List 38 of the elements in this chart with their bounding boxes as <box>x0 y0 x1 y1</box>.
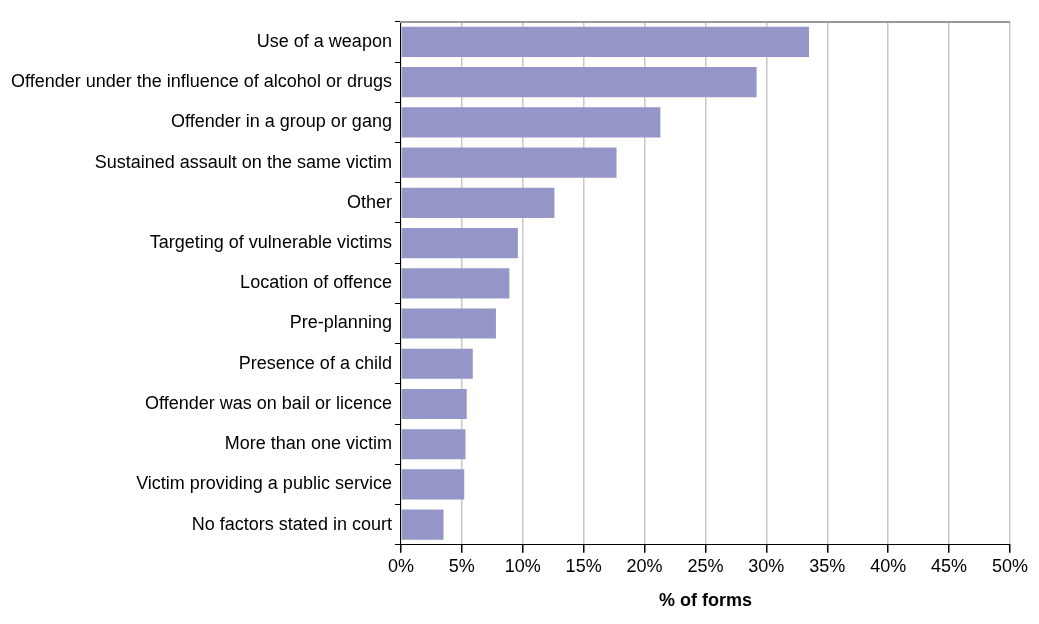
x-tick-label: 15% <box>565 555 602 576</box>
bar <box>401 348 473 379</box>
bar <box>401 227 518 259</box>
bar <box>401 67 757 98</box>
x-tick-label: 45% <box>931 555 968 576</box>
x-tick-label: 0% <box>387 555 414 576</box>
y-tick-label: Other <box>346 191 392 212</box>
x-tick-label: 30% <box>748 555 785 576</box>
bar <box>401 429 466 460</box>
x-tick-label: 10% <box>504 555 541 576</box>
x-tick-label: 25% <box>687 555 724 576</box>
bar <box>401 509 444 540</box>
x-tick-label: 40% <box>870 555 907 576</box>
bar <box>401 187 555 218</box>
bar <box>401 388 467 420</box>
y-tick-label: Presence of a child <box>238 352 392 373</box>
bar <box>401 308 496 339</box>
x-tick-label: 5% <box>448 555 475 576</box>
x-tick-label: 20% <box>626 555 663 576</box>
bar <box>401 469 465 500</box>
y-tick-label: Pre-planning <box>289 312 392 333</box>
y-tick-label: Sustained assault on the same victim <box>94 151 392 172</box>
y-tick-label: Offender in a group or gang <box>171 111 392 132</box>
x-tick-label: 50% <box>991 555 1028 576</box>
y-tick-label: No factors stated in court <box>191 513 392 534</box>
y-tick-label: More than one victim <box>224 433 392 454</box>
y-tick-label: Offender under the influence of alcohol or drugs <box>11 71 392 92</box>
bar <box>401 26 809 57</box>
y-tick-label: Targeting of vulnerable victims <box>149 232 392 253</box>
y-tick-label: Use of a weapon <box>256 30 392 51</box>
bar <box>401 107 661 138</box>
y-tick-label: Location of offence <box>240 272 392 293</box>
bar <box>401 268 510 299</box>
y-tick-label: Offender was on bail or licence <box>145 392 392 413</box>
x-tick-label: 35% <box>809 555 846 576</box>
bar <box>401 147 617 178</box>
x-axis-title: % of forms <box>658 590 752 611</box>
y-tick-label: Victim providing a public service <box>136 473 392 494</box>
